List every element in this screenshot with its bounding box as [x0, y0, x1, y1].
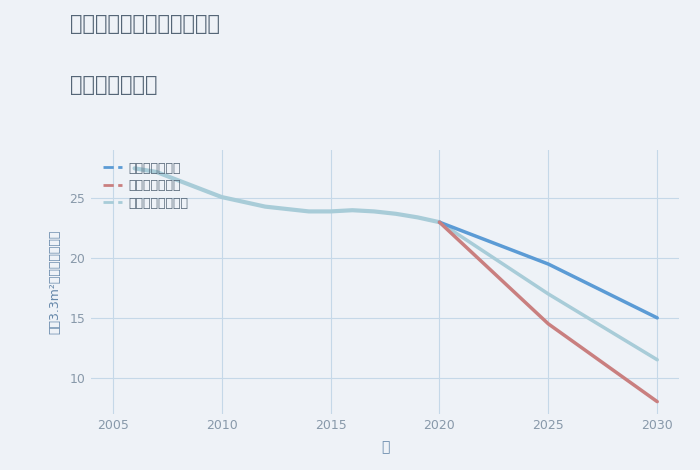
- Text: 奈良県磯城郡川西町結崎の: 奈良県磯城郡川西町結崎の: [70, 14, 220, 34]
- Text: 土地の価格推移: 土地の価格推移: [70, 75, 158, 95]
- X-axis label: 年: 年: [381, 440, 389, 454]
- Y-axis label: 坪（3.3m²）単価（万円）: 坪（3.3m²）単価（万円）: [48, 230, 61, 334]
- Legend: グッドシナリオ, バッドシナリオ, ノーマルシナリオ: グッドシナリオ, バッドシナリオ, ノーマルシナリオ: [103, 162, 188, 210]
